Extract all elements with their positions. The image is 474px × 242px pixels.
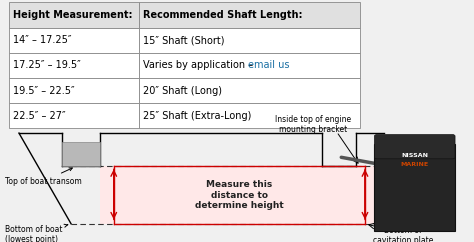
Text: NISSAN: NISSAN <box>401 153 428 158</box>
Bar <box>9 53 139 78</box>
Bar <box>9 78 139 103</box>
Bar <box>139 2 360 28</box>
Text: Inside top of engine
mounting bracket: Inside top of engine mounting bracket <box>275 115 351 134</box>
Text: 14″ – 17.25″: 14″ – 17.25″ <box>13 35 72 45</box>
Bar <box>374 144 455 231</box>
Text: Measure this
distance to
determine height: Measure this distance to determine heigh… <box>195 180 284 210</box>
Text: 17.25″ – 19.5″: 17.25″ – 19.5″ <box>13 60 81 70</box>
FancyBboxPatch shape <box>374 135 455 159</box>
Text: 22.5″ – 27″: 22.5″ – 27″ <box>13 111 65 121</box>
Bar <box>139 78 360 103</box>
Bar <box>9 103 139 128</box>
Text: Varies by application –: Varies by application – <box>143 60 256 70</box>
Bar <box>9 2 139 28</box>
Bar <box>9 28 139 53</box>
Text: Top of boat transom: Top of boat transom <box>5 168 82 186</box>
Bar <box>139 103 360 128</box>
Text: Bottom of
cavitation plate: Bottom of cavitation plate <box>373 226 433 242</box>
Text: 25″ Shaft (Extra-Long): 25″ Shaft (Extra-Long) <box>143 111 251 121</box>
Text: Bottom of boat
(lowest point): Bottom of boat (lowest point) <box>5 224 68 242</box>
Text: MARINE: MARINE <box>401 162 429 167</box>
Text: 19.5″ – 22.5″: 19.5″ – 22.5″ <box>13 85 74 96</box>
Bar <box>139 53 360 78</box>
Text: Height Measurement:: Height Measurement: <box>13 10 133 20</box>
Text: Recommended Shaft Length:: Recommended Shaft Length: <box>143 10 302 20</box>
Text: email us: email us <box>248 60 290 70</box>
Bar <box>62 142 100 166</box>
Bar <box>100 166 374 224</box>
Text: 20″ Shaft (Long): 20″ Shaft (Long) <box>143 85 222 96</box>
Bar <box>139 28 360 53</box>
Text: 15″ Shaft (Short): 15″ Shaft (Short) <box>143 35 224 45</box>
